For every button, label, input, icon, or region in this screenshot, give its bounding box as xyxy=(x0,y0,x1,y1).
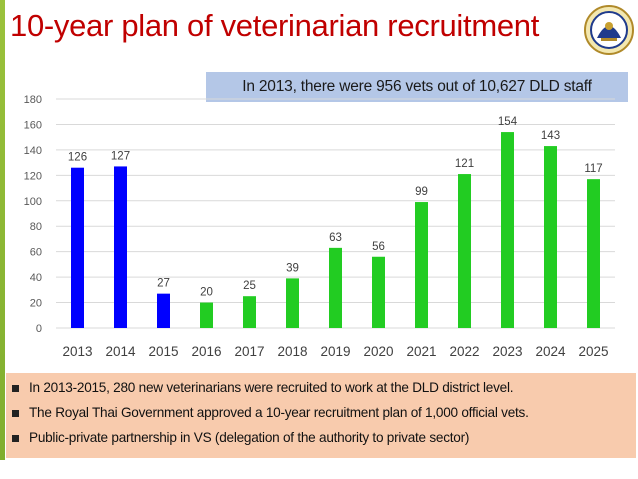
y-tick-label: 120 xyxy=(24,170,42,182)
x-tick-label-2014: 2014 xyxy=(105,344,136,359)
y-tick-label: 140 xyxy=(24,145,42,157)
y-tick-label: 40 xyxy=(30,272,42,284)
x-tick-label-2018: 2018 xyxy=(277,344,307,359)
key-points-box: In 2013-2015, 280 new veterinarians were… xyxy=(6,373,636,458)
data-label-2017: 25 xyxy=(243,280,256,292)
x-tick-label-2021: 2021 xyxy=(406,344,436,359)
x-tick-label-2019: 2019 xyxy=(320,344,350,359)
bar-2016 xyxy=(200,302,213,328)
data-label-2018: 39 xyxy=(286,262,299,274)
x-tick-label-2024: 2024 xyxy=(535,344,566,359)
y-tick-label: 0 xyxy=(36,323,42,335)
bullet-item: The Royal Thai Government approved a 10-… xyxy=(12,403,628,423)
x-tick-label-2015: 2015 xyxy=(148,344,178,359)
square-bullet-icon xyxy=(12,434,19,442)
data-label-2019: 63 xyxy=(329,232,342,244)
bullet-text: Public-private partnership in VS (delega… xyxy=(29,430,470,445)
y-tick-label: 160 xyxy=(24,119,42,131)
bullet-item: In 2013-2015, 280 new veterinarians were… xyxy=(12,378,628,398)
x-tick-label-2017: 2017 xyxy=(234,344,264,359)
left-accent-bar xyxy=(0,0,5,460)
y-tick-label: 20 xyxy=(30,298,42,310)
y-tick-label: 180 xyxy=(24,94,42,106)
x-tick-label-2020: 2020 xyxy=(363,344,393,359)
x-tick-label-2023: 2023 xyxy=(492,344,522,359)
bar-2023 xyxy=(501,132,514,328)
data-label-2013: 126 xyxy=(68,152,87,164)
x-tick-label-2013: 2013 xyxy=(62,344,92,359)
x-tick-label-2016: 2016 xyxy=(191,344,221,359)
data-label-2014: 127 xyxy=(111,150,130,162)
data-label-2020: 56 xyxy=(372,241,385,253)
square-bullet-icon xyxy=(12,384,19,392)
square-bullet-icon xyxy=(12,409,19,417)
bar-2017 xyxy=(243,296,256,328)
data-label-2016: 20 xyxy=(200,287,213,299)
bullet-text: The Royal Thai Government approved a 10-… xyxy=(29,405,529,420)
y-tick-label: 60 xyxy=(30,247,42,259)
bar-2018 xyxy=(286,278,299,328)
data-label-2021: 99 xyxy=(415,186,428,198)
slide-title: 10-year plan of veterinarian recruitment xyxy=(10,8,540,43)
bar-2015 xyxy=(157,293,170,328)
data-label-2025: 117 xyxy=(584,163,602,175)
bar-2021 xyxy=(415,202,428,328)
bar-2025 xyxy=(587,179,600,328)
data-label-2024: 143 xyxy=(541,130,560,142)
y-tick-label: 80 xyxy=(30,221,42,233)
bar-2020 xyxy=(372,256,385,328)
staff-callout: In 2013, there were 956 vets out of 10,6… xyxy=(206,72,628,102)
bullet-item: Public-private partnership in VS (delega… xyxy=(12,428,628,448)
x-tick-label-2022: 2022 xyxy=(449,344,479,359)
dld-seal-logo xyxy=(584,5,634,55)
data-label-2023: 154 xyxy=(498,116,518,128)
bar-2024 xyxy=(544,146,557,328)
bar-2013 xyxy=(71,167,84,328)
y-tick-label: 100 xyxy=(24,196,42,208)
bullet-text: In 2013-2015, 280 new veterinarians were… xyxy=(29,380,514,395)
bar-2019 xyxy=(329,247,342,328)
bar-2014 xyxy=(114,166,127,328)
bar-2022 xyxy=(458,174,471,328)
data-label-2015: 27 xyxy=(157,278,170,290)
x-tick-label-2025: 2025 xyxy=(578,344,608,359)
data-label-2022: 121 xyxy=(455,158,474,170)
